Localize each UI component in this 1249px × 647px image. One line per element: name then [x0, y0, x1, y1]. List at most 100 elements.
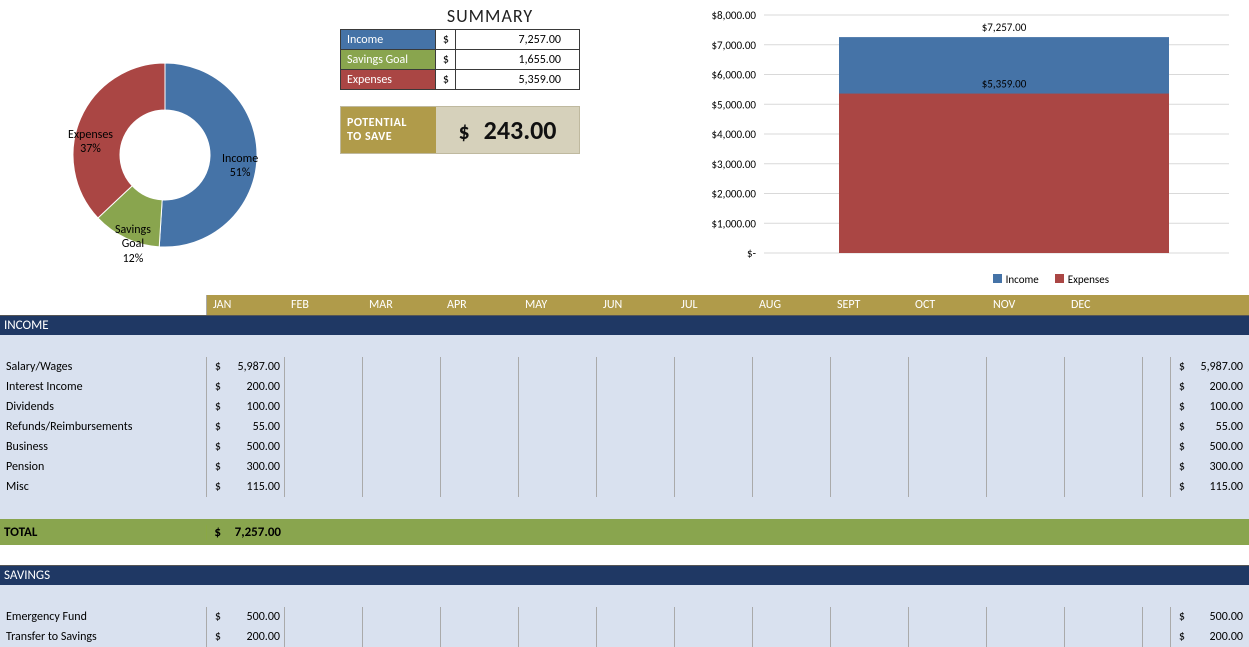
- cell-empty[interactable]: [597, 397, 675, 417]
- cell-empty[interactable]: [285, 417, 363, 437]
- cell-empty[interactable]: [519, 357, 597, 377]
- cell-empty[interactable]: [519, 377, 597, 397]
- cell-empty[interactable]: [675, 457, 753, 477]
- cell-empty[interactable]: [987, 477, 1065, 497]
- cell-empty[interactable]: [675, 607, 753, 627]
- cell-empty[interactable]: [1065, 437, 1143, 457]
- cell-empty[interactable]: [519, 397, 597, 417]
- cell-empty[interactable]: [909, 397, 987, 417]
- cell-empty[interactable]: [597, 457, 675, 477]
- cell-empty[interactable]: [519, 417, 597, 437]
- cell-empty[interactable]: [1065, 417, 1143, 437]
- cell-empty[interactable]: [597, 607, 675, 627]
- cell-empty[interactable]: [519, 437, 597, 457]
- cell-empty[interactable]: [753, 477, 831, 497]
- cell-empty[interactable]: [519, 477, 597, 497]
- cell-jan[interactable]: $115.00: [207, 477, 285, 497]
- spreadsheet[interactable]: JANFEBMARAPRMAYJUNJULAUGSEPTOCTNOVDEC IN…: [0, 295, 1249, 647]
- table-row[interactable]: Refunds/Reimbursements$55.00$55.00: [0, 417, 1249, 437]
- cell-empty[interactable]: [1065, 457, 1143, 477]
- cell-empty[interactable]: [909, 417, 987, 437]
- cell-empty[interactable]: [753, 377, 831, 397]
- cell-empty[interactable]: [675, 477, 753, 497]
- cell-empty[interactable]: [1065, 627, 1143, 647]
- cell-empty[interactable]: [831, 607, 909, 627]
- cell-empty[interactable]: [831, 437, 909, 457]
- cell-empty[interactable]: [363, 437, 441, 457]
- cell-empty[interactable]: [441, 377, 519, 397]
- cell-empty[interactable]: [1065, 607, 1143, 627]
- cell-empty[interactable]: [597, 437, 675, 457]
- cell-empty[interactable]: [675, 417, 753, 437]
- cell-jan[interactable]: $100.00: [207, 397, 285, 417]
- cell-empty[interactable]: [363, 397, 441, 417]
- cell-empty[interactable]: [441, 627, 519, 647]
- cell-empty[interactable]: [1065, 477, 1143, 497]
- cell-empty[interactable]: [597, 357, 675, 377]
- cell-empty[interactable]: [597, 377, 675, 397]
- cell-empty[interactable]: [285, 607, 363, 627]
- cell-empty[interactable]: [285, 357, 363, 377]
- cell-empty[interactable]: [675, 437, 753, 457]
- cell-empty[interactable]: [753, 397, 831, 417]
- cell-empty[interactable]: [987, 417, 1065, 437]
- cell-empty[interactable]: [753, 627, 831, 647]
- cell-empty[interactable]: [675, 627, 753, 647]
- cell-empty[interactable]: [285, 377, 363, 397]
- table-row[interactable]: Dividends$100.00$100.00: [0, 397, 1249, 417]
- cell-empty[interactable]: [363, 357, 441, 377]
- cell-empty[interactable]: [441, 437, 519, 457]
- cell-empty[interactable]: [285, 477, 363, 497]
- cell-empty[interactable]: [363, 457, 441, 477]
- table-row[interactable]: Transfer to Savings$200.00$200.00: [0, 627, 1249, 647]
- cell-empty[interactable]: [363, 627, 441, 647]
- cell-empty[interactable]: [987, 627, 1065, 647]
- cell-empty[interactable]: [987, 607, 1065, 627]
- cell-empty[interactable]: [753, 357, 831, 377]
- table-row[interactable]: Business$500.00$500.00: [0, 437, 1249, 457]
- cell-jan[interactable]: $55.00: [207, 417, 285, 437]
- cell-empty[interactable]: [441, 457, 519, 477]
- cell-empty[interactable]: [519, 457, 597, 477]
- table-row[interactable]: Emergency Fund$500.00$500.00: [0, 607, 1249, 627]
- cell-empty[interactable]: [285, 627, 363, 647]
- cell-empty[interactable]: [831, 477, 909, 497]
- table-row[interactable]: Misc$115.00$115.00: [0, 477, 1249, 497]
- cell-empty[interactable]: [597, 477, 675, 497]
- cell-jan[interactable]: $300.00: [207, 457, 285, 477]
- cell-empty[interactable]: [675, 377, 753, 397]
- cell-empty[interactable]: [285, 437, 363, 457]
- cell-empty[interactable]: [831, 397, 909, 417]
- cell-jan[interactable]: $500.00: [207, 607, 285, 627]
- cell-jan[interactable]: $200.00: [207, 377, 285, 397]
- cell-empty[interactable]: [831, 417, 909, 437]
- cell-empty[interactable]: [675, 397, 753, 417]
- cell-empty[interactable]: [363, 417, 441, 437]
- cell-empty[interactable]: [675, 357, 753, 377]
- cell-empty[interactable]: [363, 477, 441, 497]
- table-row[interactable]: Salary/Wages$5,987.00$5,987.00: [0, 357, 1249, 377]
- cell-empty[interactable]: [519, 607, 597, 627]
- cell-empty[interactable]: [1065, 377, 1143, 397]
- cell-empty[interactable]: [909, 607, 987, 627]
- cell-empty[interactable]: [753, 457, 831, 477]
- cell-empty[interactable]: [831, 377, 909, 397]
- cell-empty[interactable]: [597, 417, 675, 437]
- cell-empty[interactable]: [441, 417, 519, 437]
- cell-empty[interactable]: [519, 627, 597, 647]
- cell-empty[interactable]: [441, 397, 519, 417]
- cell-empty[interactable]: [753, 607, 831, 627]
- cell-empty[interactable]: [987, 437, 1065, 457]
- cell-jan[interactable]: $5,987.00: [207, 357, 285, 377]
- cell-empty[interactable]: [597, 627, 675, 647]
- cell-empty[interactable]: [987, 377, 1065, 397]
- cell-empty[interactable]: [909, 627, 987, 647]
- table-row[interactable]: Interest Income$200.00$200.00: [0, 377, 1249, 397]
- table-row[interactable]: Pension$300.00$300.00: [0, 457, 1249, 477]
- cell-empty[interactable]: [363, 607, 441, 627]
- cell-jan[interactable]: $500.00: [207, 437, 285, 457]
- cell-empty[interactable]: [987, 457, 1065, 477]
- cell-empty[interactable]: [285, 397, 363, 417]
- cell-empty[interactable]: [753, 417, 831, 437]
- cell-empty[interactable]: [363, 377, 441, 397]
